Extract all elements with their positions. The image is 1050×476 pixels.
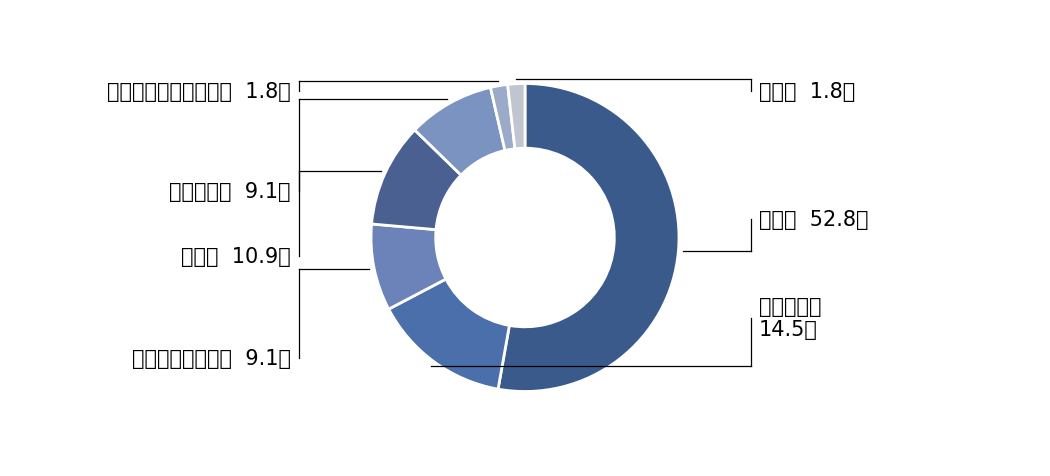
Wedge shape <box>372 131 461 230</box>
Wedge shape <box>490 85 514 151</box>
Wedge shape <box>498 84 679 392</box>
Wedge shape <box>415 88 505 176</box>
Wedge shape <box>388 279 509 389</box>
Text: 技術・サービス業  9.1％: 技術・サービス業 9.1％ <box>132 348 291 368</box>
Text: 卸・小売業  9.1％: 卸・小売業 9.1％ <box>169 182 291 202</box>
Wedge shape <box>507 84 525 149</box>
Wedge shape <box>371 225 446 309</box>
Text: 情報通信業
14.5％: 情報通信業 14.5％ <box>759 297 821 339</box>
Text: 建設業  10.9％: 建設業 10.9％ <box>182 247 291 267</box>
Text: 電気・ガス・熱・水道  1.8％: 電気・ガス・熱・水道 1.8％ <box>107 82 291 102</box>
Text: 製造業  52.8％: 製造業 52.8％ <box>759 209 868 229</box>
Text: 公務員  1.8％: 公務員 1.8％ <box>759 82 856 102</box>
